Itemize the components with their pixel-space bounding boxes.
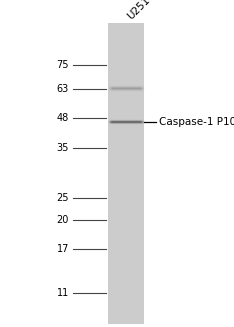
Bar bbox=[108, 23, 144, 324]
Text: 20: 20 bbox=[57, 215, 69, 225]
Text: Caspase-1 P10: Caspase-1 P10 bbox=[159, 117, 234, 127]
Text: U251: U251 bbox=[125, 0, 152, 21]
Text: 75: 75 bbox=[57, 60, 69, 70]
Text: 25: 25 bbox=[57, 193, 69, 203]
Text: 63: 63 bbox=[57, 84, 69, 94]
Text: 11: 11 bbox=[57, 288, 69, 298]
Text: 35: 35 bbox=[57, 143, 69, 153]
Text: 48: 48 bbox=[57, 113, 69, 123]
Text: 17: 17 bbox=[57, 244, 69, 254]
